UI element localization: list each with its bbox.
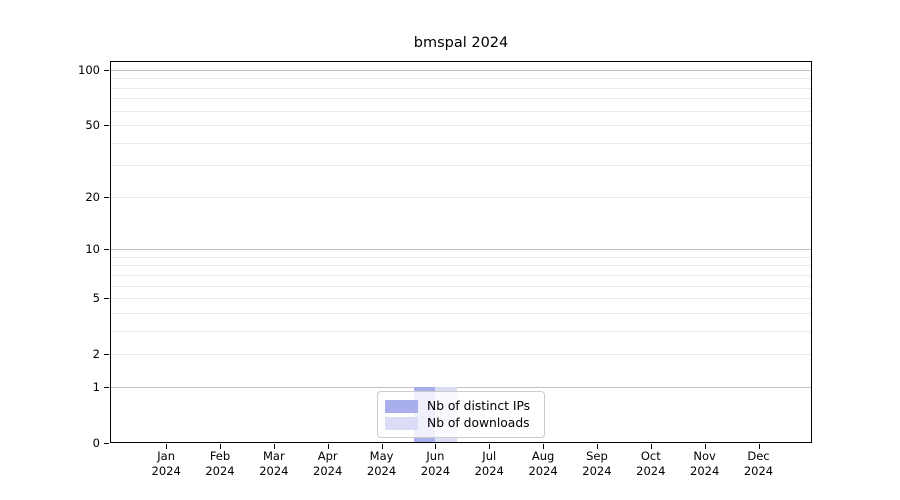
gridline-minor xyxy=(111,196,811,198)
y-tick-label: 5 xyxy=(92,291,100,306)
gridline-minor xyxy=(111,110,811,112)
y-tick-label: 1 xyxy=(92,379,100,394)
x-tick-mark xyxy=(489,444,491,449)
y-tick-label: 100 xyxy=(78,63,100,77)
y-tick-mark xyxy=(104,125,109,127)
x-tick-mark xyxy=(381,444,383,449)
y-tick-mark xyxy=(104,443,109,444)
x-tick-label: Nov 2024 xyxy=(690,449,720,478)
y-tick-mark xyxy=(104,354,109,356)
x-tick-label: Apr 2024 xyxy=(313,449,343,478)
x-tick-label: Aug 2024 xyxy=(528,449,558,478)
x-tick-mark xyxy=(220,444,221,449)
x-tick-label: Sep 2024 xyxy=(582,449,612,478)
y-tick-label: 20 xyxy=(85,189,100,204)
y-tick-mark xyxy=(104,249,109,251)
y-tick-mark xyxy=(104,386,109,388)
gridline-major xyxy=(111,249,811,251)
x-tick-label: Jan 2024 xyxy=(151,449,181,478)
y-tick-label: 2 xyxy=(92,347,100,362)
gridline-minor xyxy=(111,298,811,300)
y-tick-mark xyxy=(104,196,109,198)
x-tick-mark xyxy=(758,444,760,449)
x-tick-label: Jul 2024 xyxy=(474,449,504,478)
x-tick-label: Jun 2024 xyxy=(420,449,451,478)
gridline-minor xyxy=(111,265,811,267)
y-tick-label: 0 xyxy=(92,436,100,450)
legend-label-downloads: Nb of downloads xyxy=(427,416,530,430)
gridline-minor xyxy=(111,285,811,287)
x-tick-mark xyxy=(650,444,652,449)
legend-label-distinct-ips: Nb of distinct IPs xyxy=(427,399,531,413)
plot-area-border xyxy=(110,61,812,443)
x-tick-label: Mar 2024 xyxy=(259,449,289,478)
y-tick-mark xyxy=(104,298,109,300)
y-tick-label: 50 xyxy=(85,118,100,133)
gridline-minor xyxy=(111,78,811,80)
x-tick-mark xyxy=(327,444,329,449)
gridline-minor xyxy=(111,256,811,258)
x-tick-label: Oct 2024 xyxy=(636,449,666,478)
chart-title: bmspal 2024 xyxy=(413,35,509,51)
legend-row: Nb of distinct IPs xyxy=(385,399,537,413)
gridline-minor xyxy=(111,312,811,314)
x-tick-mark xyxy=(596,444,598,449)
x-tick-label: Dec 2024 xyxy=(743,449,774,478)
legend-row: Nb of downloads xyxy=(385,416,537,430)
gridline-minor xyxy=(111,125,811,127)
gridline-major xyxy=(111,386,811,388)
legend-swatch-distinct-ips xyxy=(385,399,418,413)
legend: Nb of distinct IPs Nb of downloads xyxy=(377,391,545,438)
x-tick-mark xyxy=(704,444,706,449)
x-tick-mark xyxy=(435,444,437,449)
gridline-minor xyxy=(111,274,811,276)
x-tick-mark xyxy=(166,444,168,449)
gridline-minor xyxy=(111,330,811,332)
gridline-minor xyxy=(111,354,811,356)
x-tick-label: Feb 2024 xyxy=(205,449,235,478)
y-tick-mark xyxy=(104,70,109,71)
gridline-minor xyxy=(111,165,811,167)
gridline-minor xyxy=(111,87,811,89)
x-tick-mark xyxy=(543,444,545,449)
gridline-major xyxy=(111,70,811,71)
legend-swatch-downloads xyxy=(385,416,418,430)
gridline-minor xyxy=(111,142,811,144)
x-tick-label: May 2024 xyxy=(366,449,397,478)
x-tick-mark xyxy=(273,444,275,449)
y-tick-label: 10 xyxy=(85,242,100,257)
gridline-minor xyxy=(111,98,811,100)
